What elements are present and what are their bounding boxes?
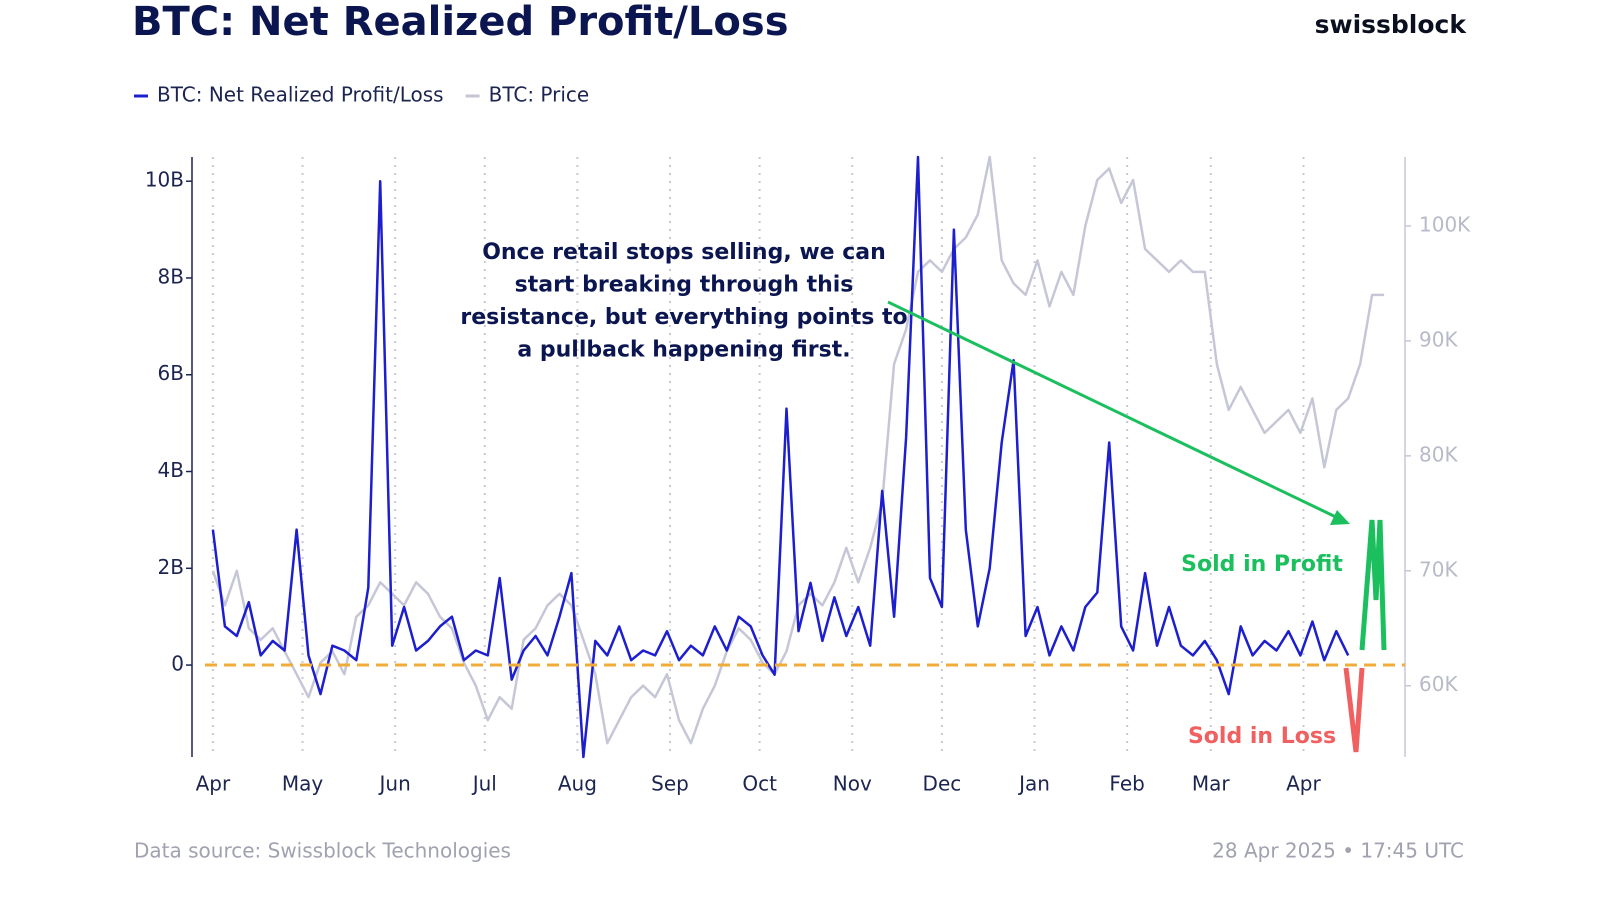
y2-tick-label: 70K [1419, 557, 1458, 581]
annotation: Once retail stops selling, we can start b… [460, 240, 907, 363]
y-tick-label: 0 [171, 652, 184, 676]
profit-marker [1359, 519, 1387, 651]
x-tick-label: Feb [1109, 772, 1144, 796]
chart-title: BTC: Net Realized Profit/Loss [132, 0, 789, 45]
timestamp: 28 Apr 2025 • 17:45 UTC [1212, 839, 1464, 863]
y2-tick-label: 60K [1419, 672, 1458, 696]
x-tick-label: Apr [196, 772, 231, 796]
x-tick-label: Dec [923, 772, 962, 796]
y-tick-label: 10B [145, 168, 184, 192]
y-tick-label: 4B [158, 458, 184, 482]
series-line [211, 155, 1385, 745]
y2-tick-label: 100K [1419, 212, 1471, 236]
y2-tick-label: 80K [1419, 442, 1458, 466]
x-tick-label: Jul [471, 772, 497, 796]
annotation-line: a pullback happening first. [517, 338, 850, 363]
x-tick-label: Jan [1017, 772, 1050, 796]
x-tick-label: Aug [558, 772, 597, 796]
y-tick-label: 2B [158, 555, 184, 579]
arrow-head [1330, 510, 1350, 525]
plot [211, 155, 1385, 759]
x-tick-label: Sep [651, 772, 689, 796]
x-tick-label: Mar [1192, 772, 1231, 796]
source: Data source: Swissblock Technologies [134, 839, 511, 863]
y-tick-label: 6B [158, 361, 184, 385]
series-line [211, 155, 1350, 759]
x-tick-label: May [282, 772, 324, 796]
annotation-line: start breaking through this [515, 273, 854, 298]
loss-label: Sold in Loss [1188, 724, 1336, 749]
loss-marker [1343, 667, 1365, 753]
legend-label: BTC: Net Realized Profit/Loss [157, 83, 444, 107]
legend: BTC: Net Realized Profit/Loss BTC: Price [134, 83, 589, 107]
annotation-line: Once retail stops selling, we can [482, 240, 886, 265]
x-tick-label: Apr [1286, 772, 1321, 796]
y2-tick-label: 90K [1419, 327, 1458, 351]
y-tick-label: 8B [158, 264, 184, 288]
legend-label: BTC: Price [489, 83, 590, 107]
arrow-line [887, 300, 1339, 520]
profit-label: Sold in Profit [1181, 552, 1343, 577]
x-tick-label: Oct [742, 772, 777, 796]
brand: swissblock [1315, 10, 1468, 39]
grid: Apr May Jun Jul Aug Sep Oct Nov Dec Jan Feb Mar Apr 1… [145, 157, 1471, 796]
x-tick-label: Nov [833, 772, 872, 796]
x-tick-label: Jun [378, 772, 411, 796]
annotation-line: resistance, but everything points to [460, 305, 907, 330]
